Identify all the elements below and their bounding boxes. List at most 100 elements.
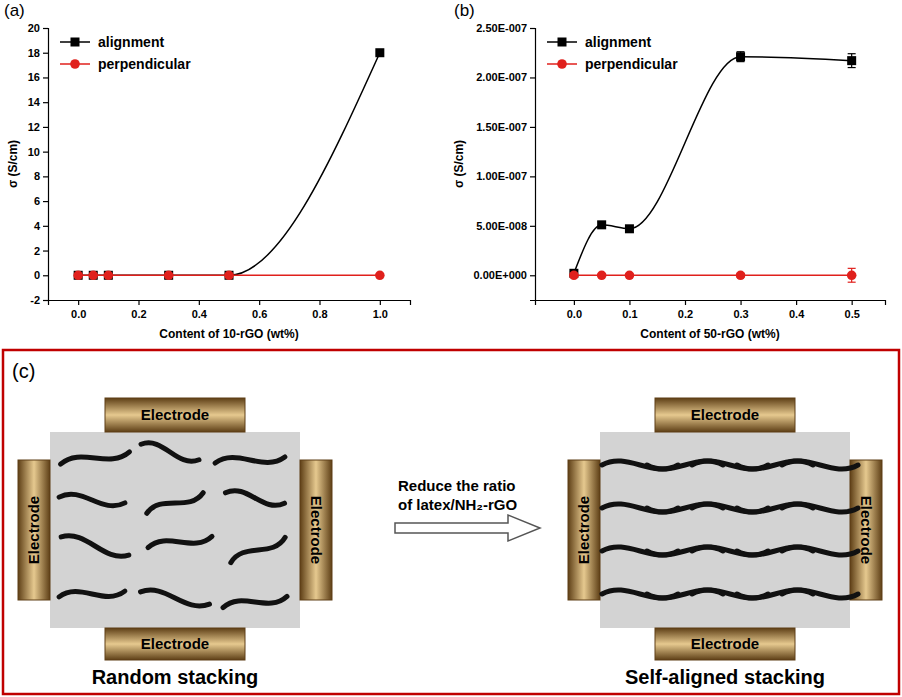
- graphene-sheet: [737, 461, 813, 469]
- electrode: [655, 398, 795, 432]
- data-point: [375, 48, 384, 57]
- graphene-sheet: [59, 493, 125, 507]
- y-tick-label: 2.50E-007: [476, 22, 527, 34]
- y-tick-mark: [43, 102, 48, 103]
- y-tick-label: 6: [34, 195, 40, 207]
- error-bar-line: [848, 67, 856, 68]
- chart-panel: 0.00.20.40.60.81.0-202468101214161820Con…: [4, 1, 411, 341]
- data-point: [225, 271, 234, 280]
- x-tick-mark: [380, 300, 381, 305]
- y-tick-mark: [530, 275, 535, 276]
- y-tick: 1.00E-007: [476, 170, 535, 182]
- x-tick-label: 0.4: [789, 308, 805, 320]
- y-tick-mark: [43, 53, 48, 54]
- y-tick-label: 2.00E-007: [476, 71, 527, 83]
- graphene-sheet: [225, 489, 285, 507]
- chart-panel: 0.0 0.1 0.2 0.3 0.4 0.5 0.00E+000 5.00E-008 1.00…: [452, 1, 886, 341]
- legend-marker: [71, 38, 80, 47]
- y-tick-mark: [530, 226, 535, 227]
- data-point: [164, 271, 173, 280]
- y-tick-mark: [43, 176, 48, 177]
- panel-label: (a): [4, 1, 25, 20]
- series: [569, 268, 856, 282]
- graphene-sheet: [647, 504, 723, 512]
- y-tick-label: 0.00E+000: [473, 269, 527, 281]
- error-bar: [848, 54, 856, 68]
- electrode-label: Electrode: [575, 496, 592, 564]
- x-tick: 0.0: [567, 300, 582, 320]
- sheets: [602, 461, 858, 598]
- error-bar-line: [737, 61, 745, 62]
- y-axis-title: σ (S/cm): [452, 140, 466, 188]
- device: ElectrodeElectrodeElectrodeElectrodeRand…: [18, 398, 332, 688]
- data-point: [89, 271, 98, 280]
- error-bar: [848, 268, 856, 282]
- y-tick: 5.00E-008: [476, 220, 535, 232]
- x-tick-label: 0.0: [567, 308, 582, 320]
- x-tick: 0.5: [845, 300, 860, 320]
- x-tick-mark: [796, 300, 797, 305]
- caption: Self-aligned stacking: [625, 666, 825, 688]
- y-tick: 0: [34, 269, 48, 281]
- error-bar-line: [737, 51, 745, 52]
- y-tick-label: 1.00E-007: [476, 170, 527, 182]
- data-point: [375, 270, 385, 280]
- y-tick-mark: [43, 152, 48, 153]
- data-point: [736, 52, 745, 61]
- series: [73, 270, 384, 280]
- y-tick-mark: [43, 250, 48, 251]
- graphene-sheet: [737, 547, 813, 555]
- x-tick: 0.2: [131, 300, 146, 320]
- data-point: [104, 270, 114, 280]
- y-tick: 2.50E-007: [476, 22, 535, 34]
- figure: 0.00.20.40.60.81.0-202468101214161820Con…: [0, 0, 902, 697]
- data-point: [224, 270, 234, 280]
- x-tick-label: 1.0: [373, 308, 388, 320]
- y-tick-label: 10: [28, 146, 40, 158]
- x-tick: 0.4: [192, 300, 208, 320]
- electrode-label: Electrode: [691, 406, 759, 423]
- y-tick-label: 1.50E-007: [476, 121, 527, 133]
- legend-label: alignment: [585, 34, 651, 50]
- x-tick: 0.2: [678, 300, 693, 320]
- y-tick: 14: [28, 96, 48, 108]
- graphene-sheet: [647, 461, 723, 469]
- data-point: [625, 224, 634, 233]
- x-tick-label: 0.4: [192, 308, 208, 320]
- graphene-sheet: [145, 489, 204, 517]
- electrode: [105, 398, 245, 432]
- electrode: [18, 460, 50, 600]
- x-tick: 0.1: [622, 300, 637, 320]
- data-point: [736, 270, 746, 280]
- y-tick-mark: [530, 176, 535, 177]
- electrode-label: Electrode: [308, 496, 325, 564]
- y-tick-label: 14: [28, 96, 41, 108]
- graphene-sheet: [647, 547, 723, 555]
- y-tick-label: 16: [28, 71, 40, 83]
- x-axis-title: Content of 50-rGO (wt%): [640, 327, 779, 341]
- x-tick: 0.8: [312, 300, 327, 320]
- arrow-label-line: of latex/NH₂-rGO: [398, 496, 518, 513]
- y-tick-label: 12: [28, 121, 40, 133]
- y-axis: -202468101214161820: [28, 22, 49, 306]
- x-tick-label: 0.3: [733, 308, 748, 320]
- electrode-label: Electrode: [141, 635, 209, 652]
- y-tick: 1.50E-007: [476, 121, 535, 133]
- y-tick: 12: [28, 121, 48, 133]
- electrode-label: Electrode: [858, 496, 875, 564]
- panel-frame: [3, 350, 899, 694]
- x-tick: 0.3: [733, 300, 748, 320]
- x-tick-mark: [199, 300, 200, 305]
- y-tick-label: -2: [30, 294, 40, 306]
- y-tick-label: 20: [28, 22, 40, 34]
- x-tick-mark: [740, 300, 741, 305]
- arrow: [395, 515, 540, 541]
- data-point: [597, 220, 606, 229]
- y-axis-line: [43, 29, 49, 301]
- plot-area: [569, 52, 856, 282]
- x-tick-label: 0.5: [845, 308, 860, 320]
- sheets: [59, 440, 288, 611]
- series-line: [574, 275, 852, 277]
- x-tick-label: 0.2: [678, 308, 693, 320]
- electrode-label: Electrode: [141, 406, 209, 423]
